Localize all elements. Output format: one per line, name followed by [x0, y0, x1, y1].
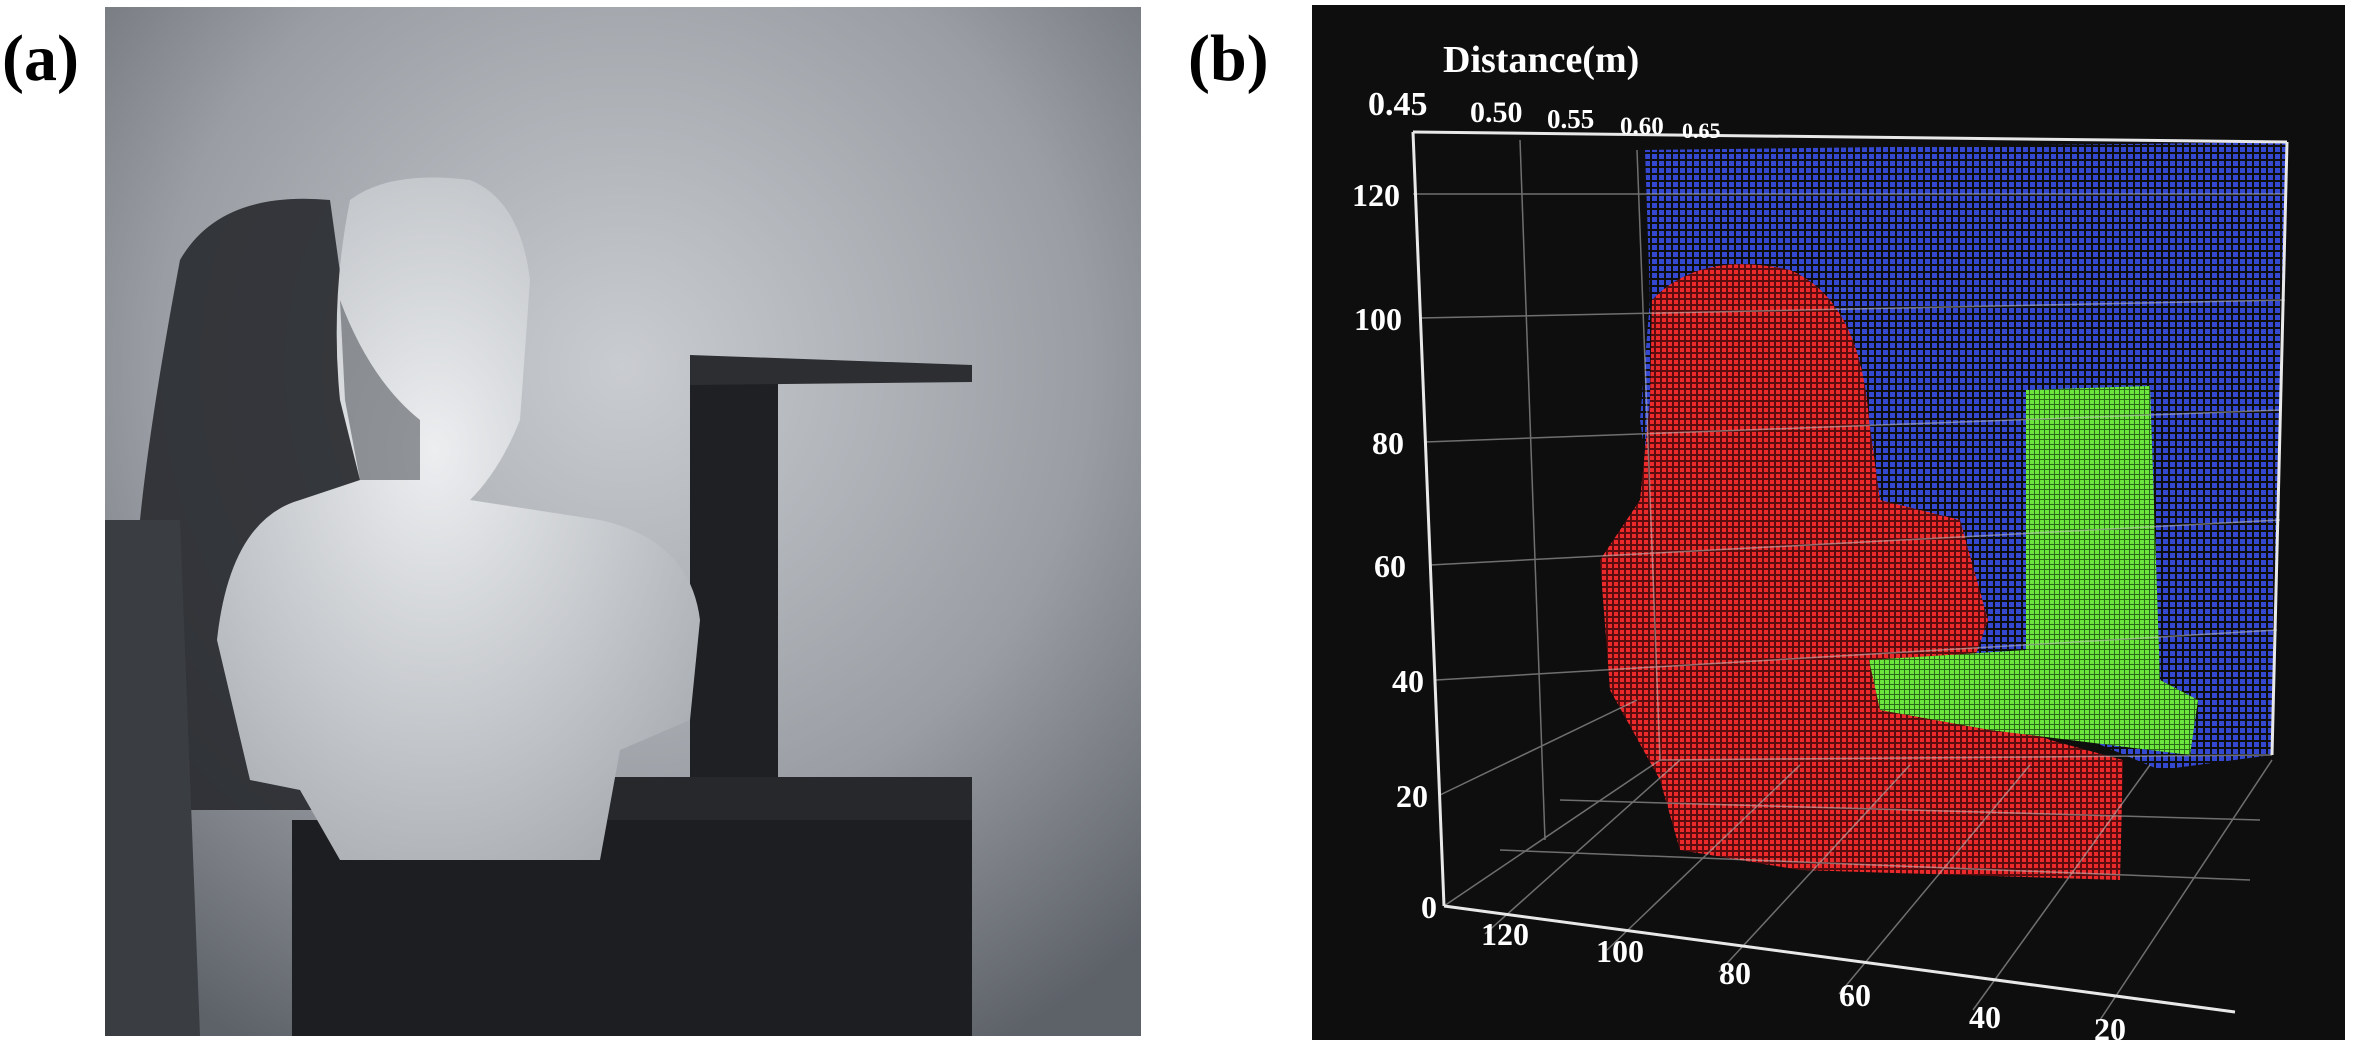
y-tick: 20: [1396, 778, 1428, 814]
y-tick: 100: [1354, 301, 1402, 337]
left-dark-edge: [105, 520, 200, 1036]
series-bracket-points: [1869, 386, 2198, 755]
x-tick: 80: [1719, 955, 1751, 991]
x-axis: [1443, 904, 2236, 1014]
photo-panel: [105, 7, 1141, 1036]
y-tick: 80: [1372, 425, 1404, 461]
axes: [1411, 130, 2289, 1014]
z-tick: 0.45: [1368, 86, 1428, 123]
bracket-arm: [690, 355, 972, 385]
x-tick: 100: [1596, 933, 1644, 969]
z-tick: 0.50: [1470, 96, 1523, 129]
panel-label-a: (a): [2, 22, 79, 95]
x-tick: 40: [1969, 999, 2001, 1035]
z-tick: 0.60: [1620, 113, 1664, 140]
z-tick: 0.55: [1547, 104, 1594, 134]
y-tick: 60: [1374, 548, 1406, 584]
y-tick: 40: [1392, 663, 1424, 699]
z-tick: 0.65: [1682, 118, 1721, 143]
bust: [217, 177, 700, 860]
z-axis: [1412, 130, 2288, 144]
y-tick: 120: [1352, 177, 1400, 213]
x-tick: 20: [2094, 1011, 2126, 1047]
point-cloud-panel: Distance(m) 0.45 0.50 0.55 0.60 0.65 120…: [1312, 5, 2345, 1047]
face-shadow: [340, 300, 420, 480]
x-tick: 60: [1839, 977, 1871, 1013]
y-axis: [1411, 131, 1446, 907]
z-axis-title: Distance(m): [1443, 39, 1639, 81]
panel-label-b: (b): [1188, 22, 1269, 95]
grid-lines: [1413, 139, 2287, 1021]
bracket-vertical: [690, 360, 778, 792]
y-tick: 0: [1421, 889, 1437, 925]
x-tick: 120: [1481, 916, 1529, 952]
box-ledge: [600, 777, 972, 827]
